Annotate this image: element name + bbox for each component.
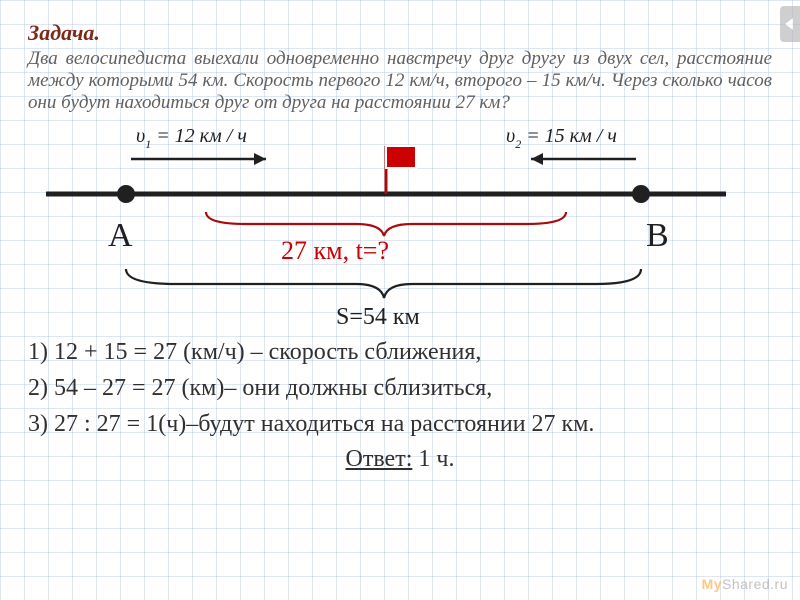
svg-text:υ2 = 15 км / ч: υ2 = 15 км / ч — [506, 125, 617, 151]
v2-prefix: υ — [506, 125, 515, 147]
step-1: 1) 12 + 15 = 27 (км/ч) – скорость сближе… — [28, 334, 772, 370]
svg-text:υ1 = 12 км / ч: υ1 = 12 км / ч — [136, 125, 247, 151]
step-3: 3) 27 : 27 = 1(ч)–будут находиться на ра… — [28, 406, 772, 442]
label-b: В — [646, 217, 669, 254]
problem-title: Задача. — [28, 20, 772, 46]
watermark-left: My — [702, 576, 722, 592]
diagram: υ1 = 12 км / ч υ2 = 15 км / ч А В — [26, 124, 746, 334]
step-2: 2) 54 – 27 = 27 (км)– они должны сблизит… — [28, 370, 772, 406]
answer-line: Ответ: 1 ч. — [28, 446, 772, 473]
problem-text: Два велосипедиста выехали одновременно н… — [28, 48, 772, 114]
answer-label: Ответ: — [346, 446, 413, 472]
mid-label: 27 км, t=? — [281, 236, 389, 265]
solution-block: 1) 12 + 15 = 27 (км/ч) – скорость сближе… — [28, 334, 772, 442]
label-a: А — [108, 217, 133, 254]
v1-prefix: υ — [136, 125, 145, 147]
watermark: MyShared.ru — [702, 576, 788, 592]
answer-value: 1 ч. — [412, 446, 454, 472]
v1-rest: = 12 км / ч — [151, 125, 247, 147]
watermark-right: Shared.ru — [722, 576, 788, 592]
s-label: S=54 км — [336, 304, 420, 330]
nav-prev-tab[interactable] — [780, 6, 800, 42]
v2-rest: = 15 км / ч — [521, 125, 617, 147]
page-content: Задача. Два велосипедиста выехали одновр… — [0, 0, 800, 493]
